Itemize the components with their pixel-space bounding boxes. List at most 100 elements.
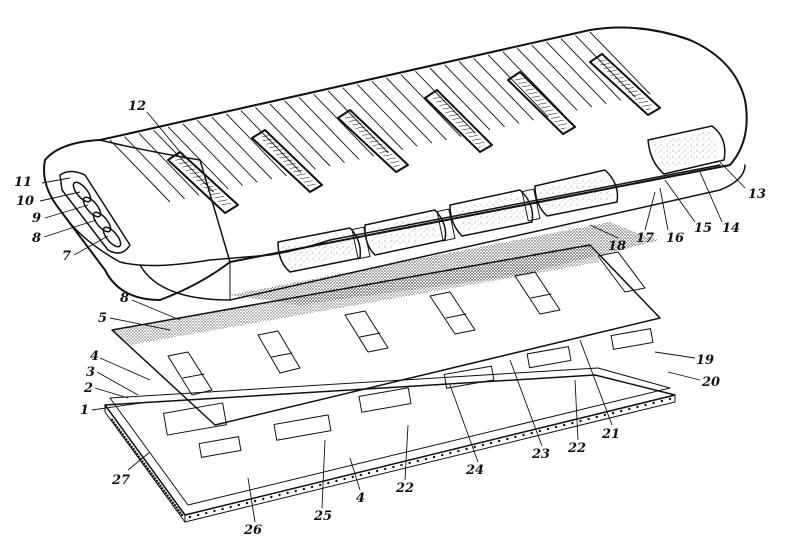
rivet	[253, 499, 257, 503]
rib-line	[124, 136, 185, 200]
rivet	[144, 465, 148, 468]
housing-body	[43, 26, 748, 305]
rivet	[457, 449, 460, 453]
rivet	[196, 513, 200, 517]
rivet	[465, 447, 468, 451]
rib-line	[298, 97, 360, 160]
rivet	[318, 483, 322, 487]
rivet	[121, 433, 124, 436]
rivet	[177, 508, 180, 512]
rivet	[351, 475, 354, 479]
rivet	[310, 485, 314, 489]
rivet	[175, 506, 178, 509]
callout-7: 7	[62, 249, 71, 264]
rivet	[441, 453, 444, 457]
sheet-window-2	[257, 330, 301, 374]
top-slot-2	[251, 129, 323, 193]
rivet	[302, 487, 306, 491]
rib-line	[531, 44, 593, 108]
rivet	[595, 415, 598, 419]
rivet	[400, 463, 403, 467]
rivet	[660, 399, 664, 403]
rib-line	[284, 100, 345, 164]
rivet	[237, 503, 241, 507]
rivet	[141, 460, 144, 463]
rivet	[327, 481, 330, 485]
top-slot-3	[337, 109, 409, 173]
window-joint-2	[436, 208, 456, 242]
heating-element-lower-1	[163, 402, 242, 458]
rivet	[179, 511, 182, 514]
rivet	[603, 413, 607, 417]
rib-line	[487, 54, 549, 118]
heating-element-lower-4	[443, 365, 495, 389]
rivet	[123, 435, 126, 439]
window-joint-1	[351, 226, 371, 260]
callout-25: 25	[313, 509, 332, 524]
callout-8a: 8	[32, 231, 41, 246]
rivet	[392, 465, 395, 469]
heating-element-lower-2	[273, 414, 332, 441]
rib-line	[196, 120, 258, 183]
rivet	[530, 431, 533, 435]
callout-23: 23	[531, 447, 550, 462]
rivet	[134, 450, 137, 453]
rivet	[132, 448, 135, 451]
rivet	[159, 484, 162, 487]
callout-5: 5	[98, 311, 107, 326]
rivet	[449, 451, 452, 455]
rivet	[408, 461, 411, 465]
callout-labels: 12 11 10 9 8 7 13 14 15 16 17 18 8 5 4 3…	[14, 99, 766, 538]
rivet	[119, 430, 123, 434]
rivet	[506, 437, 509, 441]
rivet	[229, 505, 232, 509]
callout-2: 2	[83, 381, 93, 396]
rivet	[205, 511, 208, 515]
rivet	[359, 473, 363, 477]
rib-line	[400, 74, 462, 137]
base-plate	[104, 374, 676, 523]
callout-18: 18	[608, 239, 626, 254]
callout-8b: 8	[120, 291, 129, 306]
top-slot-5	[507, 71, 576, 135]
rivet	[143, 462, 146, 466]
callout-4b: 4	[356, 491, 365, 506]
rivet	[367, 471, 371, 475]
rivet	[166, 494, 169, 497]
rivet	[155, 479, 159, 483]
callout-17: 17	[636, 231, 654, 246]
rivet	[571, 421, 574, 425]
rivet	[270, 495, 273, 499]
rivet	[157, 482, 160, 485]
rivet	[375, 469, 379, 473]
rivet	[114, 423, 117, 427]
front-window-3	[449, 189, 534, 237]
rib-line	[371, 80, 433, 144]
rivet	[473, 445, 476, 449]
sheet-window-1	[167, 351, 213, 396]
insulation-sheet	[109, 367, 671, 506]
rivet	[112, 421, 115, 424]
heating-element-lower-5	[526, 346, 572, 369]
rivet	[587, 417, 590, 421]
rivet	[497, 439, 501, 443]
rivet	[125, 438, 128, 441]
rivet	[343, 477, 346, 481]
heating-element-lower-6	[610, 328, 654, 350]
rib-line	[138, 133, 200, 196]
rib-line	[356, 84, 418, 147]
top-slot-1	[167, 151, 239, 214]
rivet	[153, 477, 157, 480]
heating-element-lower-3	[358, 387, 412, 413]
rivet	[213, 509, 216, 513]
rib-line	[560, 38, 622, 101]
top-ribs	[109, 31, 651, 203]
rivet	[245, 501, 249, 505]
rivet	[126, 440, 130, 444]
rivet	[168, 496, 171, 500]
rivet	[546, 427, 550, 431]
callout-11: 11	[14, 175, 32, 190]
callout-27: 27	[111, 473, 130, 488]
rivet	[180, 513, 184, 517]
end-panel-controls	[59, 170, 131, 254]
